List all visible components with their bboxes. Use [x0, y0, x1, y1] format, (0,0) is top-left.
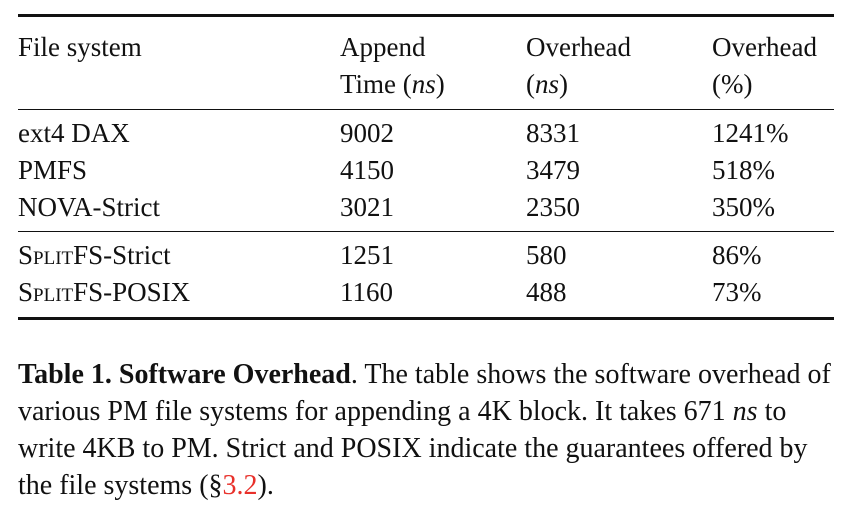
cell-overhead-pct: 86%: [712, 240, 762, 270]
caption-text-2: to write 4KB to PM. Strict and POSIX ind…: [18, 396, 808, 501]
table-header: File system Append Time (ns) Overhead (n…: [18, 15, 834, 110]
cell-append: 9002: [340, 118, 394, 148]
software-overhead-table: File system Append Time (ns) Overhead (n…: [18, 14, 834, 320]
header-append-time: Append Time (ns): [340, 16, 526, 110]
header-append-line1: Append: [340, 32, 426, 62]
cell-overhead-ns: 8331: [526, 118, 580, 148]
splitfs-name: SplitFS: [18, 277, 104, 307]
table-caption: Table 1. Software Overhead. The table sh…: [18, 356, 838, 504]
cell-overhead-pct: 350%: [712, 192, 775, 222]
header-file-system-text: File system: [18, 32, 142, 62]
cell-fs: SplitFS-POSIX: [18, 274, 340, 319]
cell-append: 1251: [340, 240, 394, 270]
header-overhead-ns-unit: ns: [535, 69, 560, 99]
cell-append: 3021: [340, 192, 394, 222]
cell-fs: SplitFS-Strict: [18, 232, 340, 275]
software-overhead-table-container: File system Append Time (ns) Overhead (n…: [18, 14, 834, 320]
table-group-splitfs: SplitFS-Strict 1251 580 86% SplitFS-POSI…: [18, 231, 834, 319]
header-append-unit: ns: [411, 69, 436, 99]
cell-overhead-ns: 580: [526, 240, 567, 270]
fs-suffix: -Strict: [103, 240, 171, 270]
table-row: SplitFS-POSIX 1160 488 73%: [18, 274, 834, 319]
table-row: NOVA-Strict 3021 2350 350%: [18, 189, 834, 232]
cell-overhead-ns: 2350: [526, 192, 580, 222]
caption-unit: ns: [732, 396, 758, 427]
fs-suffix: -POSIX: [103, 277, 191, 307]
header-overhead-pct: Overhead (%): [712, 16, 834, 110]
header-overhead-ns-line1: Overhead: [526, 32, 631, 62]
cell-append: 1160: [340, 277, 393, 307]
cell-overhead-pct: 73%: [712, 277, 762, 307]
header-overhead-ns-close: ): [559, 69, 569, 99]
cell-overhead-pct: 1241%: [712, 118, 789, 148]
cell-overhead-ns: 488: [526, 277, 567, 307]
cell-fs: NOVA-Strict: [18, 192, 161, 222]
header-file-system: File system: [18, 16, 340, 110]
table-group-existing: ext4 DAX 9002 8331 1241% PMFS 4150 3479 …: [18, 109, 834, 232]
cell-overhead-ns: 3479: [526, 155, 580, 185]
cell-overhead-pct: 518%: [712, 155, 775, 185]
caption-label: Table 1. Software Overhead: [18, 359, 351, 390]
table-row: PMFS 4150 3479 518%: [18, 152, 834, 189]
header-append-close: ): [435, 69, 445, 99]
header-append-line2: Time (: [340, 69, 412, 99]
header-overhead-pct-line2: (%): [712, 69, 753, 99]
header-overhead-pct-line1: Overhead: [712, 32, 817, 62]
header-overhead-ns-line2: (: [526, 69, 535, 99]
table-row: SplitFS-Strict 1251 580 86%: [18, 231, 834, 275]
caption-section-ref-link[interactable]: 3.2: [222, 470, 258, 501]
caption-text-3: ).: [257, 470, 274, 501]
cell-fs: PMFS: [18, 155, 88, 185]
cell-append: 4150: [340, 155, 394, 185]
cell-fs: ext4 DAX: [18, 118, 130, 148]
table-row: ext4 DAX 9002 8331 1241%: [18, 109, 834, 153]
header-overhead-ns: Overhead (ns): [526, 16, 712, 110]
caption-section-symbol: §: [208, 470, 223, 501]
caption-text-1: . The table shows the software overhead …: [18, 359, 831, 427]
splitfs-name: SplitFS: [18, 240, 104, 270]
